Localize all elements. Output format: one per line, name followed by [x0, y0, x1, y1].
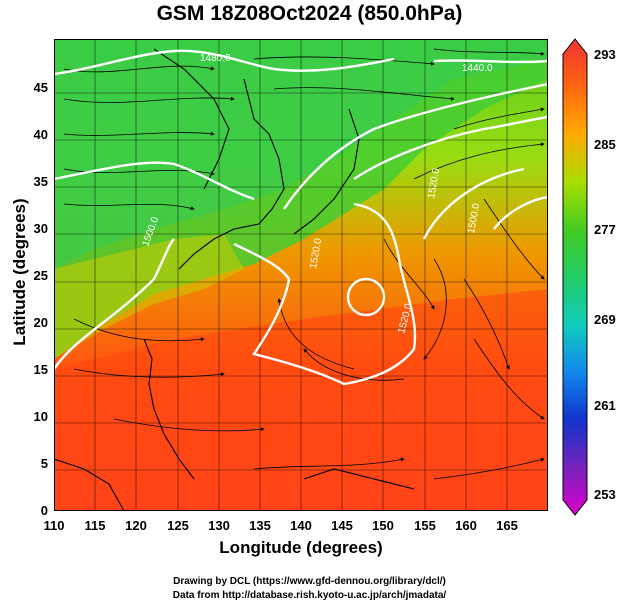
wind-streamlines	[63, 48, 545, 480]
contour-label: 1520.0	[308, 237, 324, 269]
y-tick-label: 45	[33, 80, 48, 95]
plot-frame	[54, 39, 548, 511]
x-tick-label: 130	[208, 518, 230, 533]
x-axis-label: Longitude (degrees)	[219, 538, 383, 557]
coastlines	[54, 48, 415, 511]
map-title: GSM 18Z08Oct2024 (850.0hPa)	[156, 2, 463, 25]
y-tick-label: 20	[33, 315, 48, 330]
height-contours	[54, 49, 548, 386]
colorbar	[562, 38, 588, 516]
colorbar-label: 253	[594, 487, 616, 502]
x-tick-label: 150	[372, 518, 394, 533]
contour-label: 1440.0	[462, 63, 493, 74]
y-axis-label: Latitude (degrees)	[10, 198, 29, 346]
x-tick-label: 110	[43, 518, 65, 533]
colorbar-label: 261	[594, 398, 616, 413]
colorbar-label: 269	[594, 312, 616, 327]
x-tick-label: 160	[455, 518, 477, 533]
credit-line-data-source: Data from http://database.rish.kyoto-u.a…	[172, 590, 447, 601]
x-tick-label: 135	[249, 518, 271, 533]
contour-label: 1500.0	[466, 202, 482, 234]
y-tick-label: 30	[33, 221, 48, 236]
colorbar-label: 285	[594, 137, 616, 152]
colorbar-scale	[562, 38, 588, 516]
y-tick-label: 35	[33, 174, 48, 189]
contour-label: 1520.0	[426, 167, 442, 199]
x-tick-label: 115	[84, 518, 106, 533]
x-tick-label: 155	[414, 518, 436, 533]
colorbar-label: 293	[594, 47, 616, 62]
temperature-wind-map: 1480.0 1440.0 1500.0 1520.0 1520.0 1500.…	[54, 39, 548, 511]
credit-line-dcl: Drawing by DCL (https://www.gfd-dennou.o…	[173, 576, 446, 587]
x-tick-label: 120	[125, 518, 147, 533]
x-tick-label: 145	[331, 518, 353, 533]
y-tick-label: 0	[40, 503, 48, 518]
contour-label: 1480.0	[200, 53, 231, 64]
x-tick-label: 140	[290, 518, 312, 533]
y-tick-label: 25	[33, 268, 48, 283]
x-tick-label: 125	[167, 518, 189, 533]
x-tick-label: 165	[496, 518, 518, 533]
y-tick-label: 15	[33, 362, 48, 377]
y-tick-label: 10	[33, 409, 48, 424]
y-tick-label: 5	[40, 456, 48, 471]
transition-zone	[54, 234, 244, 359]
colorbar-label: 277	[594, 222, 616, 237]
y-tick-label: 40	[33, 127, 48, 142]
